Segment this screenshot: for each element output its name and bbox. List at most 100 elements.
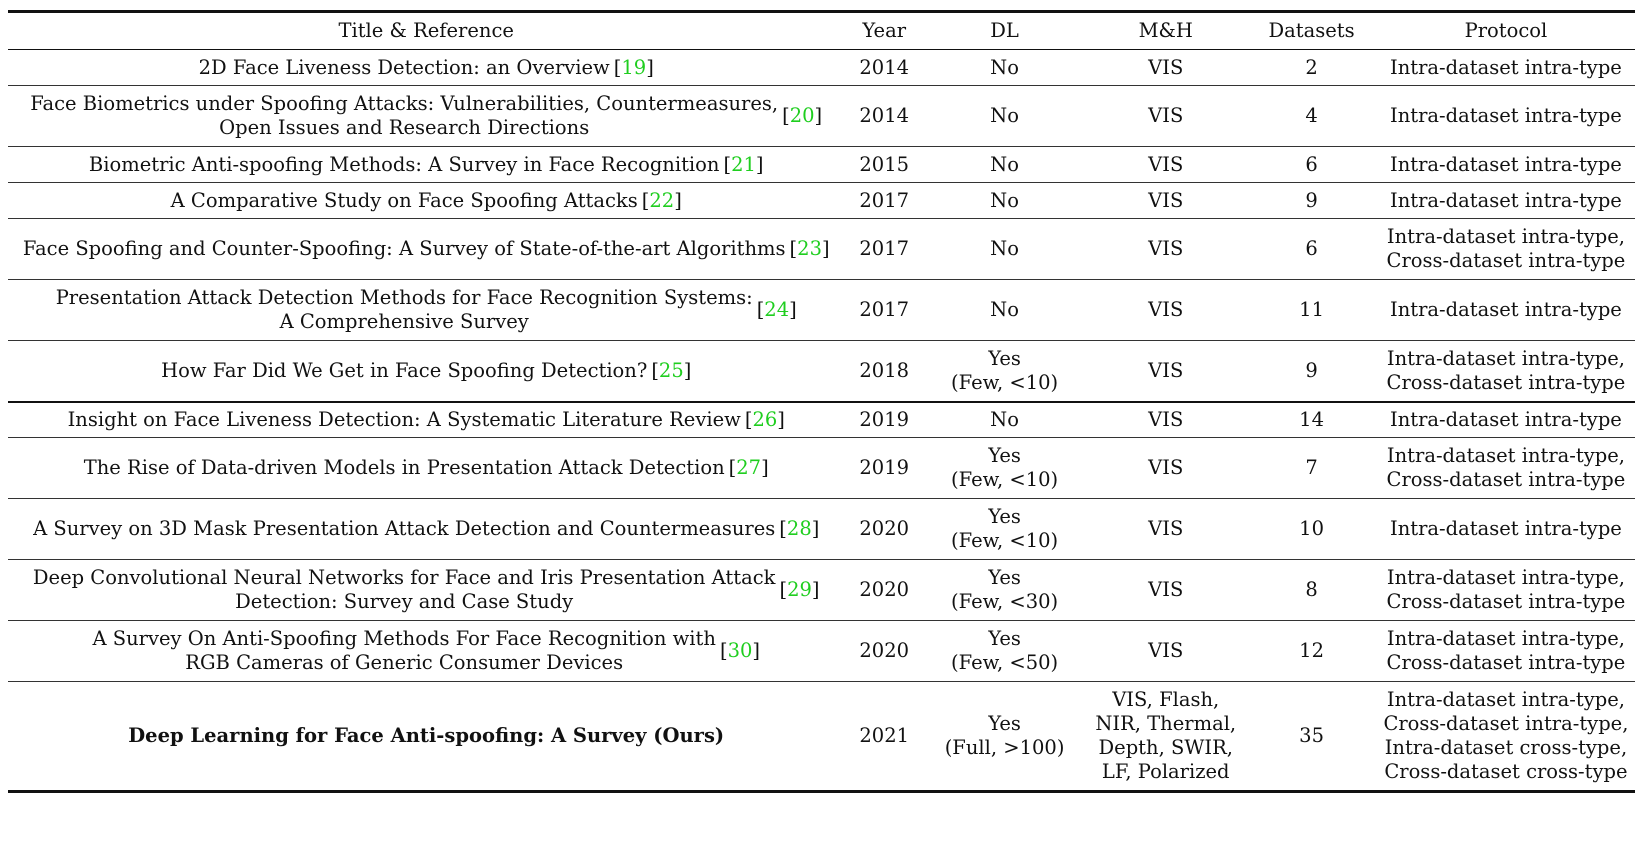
dl-line: Yes bbox=[988, 444, 1021, 467]
dl-line: (Full, >100) bbox=[944, 736, 1065, 759]
table-row: Presentation Attack Detection Methods fo… bbox=[8, 279, 1635, 341]
cell-datasets: 9 bbox=[1246, 182, 1377, 219]
cell-title-reference: The Rise of Data-driven Models in Presen… bbox=[8, 437, 845, 499]
cell-datasets: 12 bbox=[1246, 620, 1377, 682]
cell-title-reference: Insight on Face Liveness Detection: A Sy… bbox=[8, 400, 845, 438]
cell-protocol: Intra-dataset intra-type, Cross-dataset i… bbox=[1376, 437, 1635, 499]
reference-citation[interactable]: [20] bbox=[782, 104, 822, 128]
table-row: The Rise of Data-driven Models in Presen… bbox=[8, 437, 1635, 499]
mh-line: VIS bbox=[1148, 517, 1184, 540]
table-row: How Far Did We Get in Face Spoofing Dete… bbox=[8, 340, 1635, 402]
reference-citation[interactable]: [27] bbox=[729, 456, 769, 480]
cell-protocol: Intra-dataset intra-type bbox=[1376, 498, 1635, 560]
cell-protocol: Intra-dataset intra-type bbox=[1376, 279, 1635, 341]
reference-number-link[interactable]: 25 bbox=[658, 358, 684, 382]
paper-title-line: RGB Cameras of Generic Consumer Devices bbox=[185, 651, 624, 674]
cell-datasets: 9 bbox=[1246, 340, 1377, 402]
reference-citation[interactable]: [29] bbox=[779, 578, 819, 602]
bracket-open: [ bbox=[651, 358, 659, 382]
survey-comparison-table: Title & Reference Year DL M&H Datasets P… bbox=[8, 10, 1635, 793]
reference-number-link[interactable]: 20 bbox=[789, 104, 815, 127]
cell-mh: VIS bbox=[1085, 400, 1247, 438]
protocol-line: Intra-dataset intra-type, bbox=[1386, 688, 1625, 711]
bracket-close: ] bbox=[646, 55, 654, 79]
paper-title-line: Open Issues and Research Directions bbox=[219, 116, 590, 139]
paper-title-line: Deep Convolutional Neural Networks for F… bbox=[32, 566, 776, 589]
cell-title-reference: Biometric Anti-spoofing Methods: A Surve… bbox=[8, 146, 845, 183]
cell-protocol: Intra-dataset intra-type, Cross-dataset i… bbox=[1376, 559, 1635, 621]
protocol-line: Intra-dataset cross-type, bbox=[1384, 736, 1628, 759]
title-reference-wrapper: A Survey on 3D Mask Presentation Attack … bbox=[12, 517, 840, 541]
protocol-line: Intra-dataset intra-type bbox=[1390, 55, 1622, 79]
mh-line: VIS bbox=[1148, 578, 1184, 601]
cell-year: 2017 bbox=[844, 279, 924, 341]
mh-line: VIS bbox=[1148, 456, 1184, 479]
cell-year: 2015 bbox=[844, 146, 924, 183]
cell-mh: VIS bbox=[1085, 437, 1247, 499]
reference-number-link[interactable]: 27 bbox=[736, 456, 762, 479]
reference-number-link[interactable]: 28 bbox=[786, 517, 812, 540]
bracket-open: [ bbox=[723, 152, 732, 176]
bracket-open: [ bbox=[728, 456, 737, 479]
cell-mh: VIS bbox=[1085, 498, 1247, 560]
title-reference-wrapper: The Rise of Data-driven Models in Presen… bbox=[12, 456, 840, 480]
mh-line: NIR, Thermal, bbox=[1095, 712, 1237, 735]
title-reference-wrapper: Deep Learning for Face Anti-spoofing: A … bbox=[12, 724, 840, 748]
reference-citation[interactable]: [30] bbox=[720, 639, 760, 663]
reference-number-link[interactable]: 22 bbox=[649, 188, 675, 212]
cell-datasets: 2 bbox=[1246, 49, 1377, 86]
reference-citation[interactable]: [19] bbox=[614, 56, 654, 80]
cell-year: 2017 bbox=[844, 182, 924, 219]
reference-number-link[interactable]: 23 bbox=[797, 237, 822, 260]
reference-citation[interactable]: [25] bbox=[651, 359, 691, 383]
reference-citation[interactable]: [22] bbox=[642, 189, 682, 213]
dl-line: No bbox=[990, 104, 1019, 127]
paper-title: A Survey On Anti-Spoofing Methods For Fa… bbox=[92, 627, 716, 675]
reference-citation[interactable]: [21] bbox=[723, 153, 763, 177]
cell-dl: Yes (Few, <10) bbox=[924, 498, 1086, 560]
bracket-close: ] bbox=[761, 456, 769, 479]
cell-protocol: Intra-dataset intra-type bbox=[1376, 85, 1635, 147]
cell-year: 2019 bbox=[844, 437, 924, 499]
paper-title-line: A Comparative Study on Face Spoofing Att… bbox=[170, 188, 638, 212]
paper-title: A Comparative Study on Face Spoofing Att… bbox=[171, 189, 638, 213]
cell-mh: VIS bbox=[1085, 620, 1247, 682]
dl-line: (Few, <50) bbox=[951, 651, 1059, 674]
cell-dl: No bbox=[924, 85, 1086, 147]
cell-datasets: 14 bbox=[1246, 400, 1377, 438]
cell-dl: Yes (Full, >100) bbox=[924, 681, 1086, 793]
paper-title-line: A Comprehensive Survey bbox=[279, 310, 529, 333]
cell-mh: VIS bbox=[1085, 218, 1247, 280]
reference-number-link[interactable]: 29 bbox=[787, 578, 812, 601]
dl-line: No bbox=[990, 55, 1019, 79]
table-row: A Survey On Anti-Spoofing Methods For Fa… bbox=[8, 620, 1635, 682]
reference-citation[interactable]: [23] bbox=[790, 237, 830, 261]
dl-line: Yes bbox=[988, 346, 1021, 370]
table-header: Title & Reference Year DL M&H Datasets P… bbox=[8, 10, 1635, 50]
reference-citation[interactable]: [26] bbox=[745, 408, 785, 432]
cell-protocol: Intra-dataset intra-type, Cross-dataset i… bbox=[1376, 620, 1635, 682]
cell-year: 2021 bbox=[844, 681, 924, 793]
reference-number-link[interactable]: 26 bbox=[752, 407, 778, 431]
cell-year: 2018 bbox=[844, 340, 924, 402]
header-row: Title & Reference Year DL M&H Datasets P… bbox=[8, 10, 1635, 50]
table-row: A Survey on 3D Mask Presentation Attack … bbox=[8, 498, 1635, 560]
paper-title-line: Face Biometrics under Spoofing Attacks: … bbox=[30, 92, 779, 115]
cell-mh: VIS bbox=[1085, 340, 1247, 402]
header-datasets: Datasets bbox=[1246, 10, 1377, 50]
paper-title-line: Deep Learning for Face Anti-spoofing: A … bbox=[128, 724, 725, 747]
table-body: 2D Face Liveness Detection: an Overview[… bbox=[8, 49, 1635, 793]
paper-title: Insight on Face Liveness Detection: A Sy… bbox=[68, 408, 741, 432]
header-mh: M&H bbox=[1085, 10, 1247, 50]
table-row: Face Spoofing and Counter-Spoofing: A Su… bbox=[8, 218, 1635, 280]
reference-number-link[interactable]: 30 bbox=[727, 639, 753, 662]
reference-number-link[interactable]: 24 bbox=[764, 298, 790, 321]
paper-title: Face Biometrics under Spoofing Attacks: … bbox=[30, 92, 778, 140]
cell-mh: VIS, Flash, NIR, Thermal, Depth, SWIR, LF, … bbox=[1085, 681, 1247, 793]
reference-citation[interactable]: [28] bbox=[779, 517, 819, 541]
reference-number-link[interactable]: 19 bbox=[621, 55, 647, 79]
reference-number-link[interactable]: 21 bbox=[731, 152, 756, 176]
cell-dl: No bbox=[924, 146, 1086, 183]
mh-line: VIS bbox=[1148, 639, 1184, 662]
reference-citation[interactable]: [24] bbox=[757, 298, 797, 322]
